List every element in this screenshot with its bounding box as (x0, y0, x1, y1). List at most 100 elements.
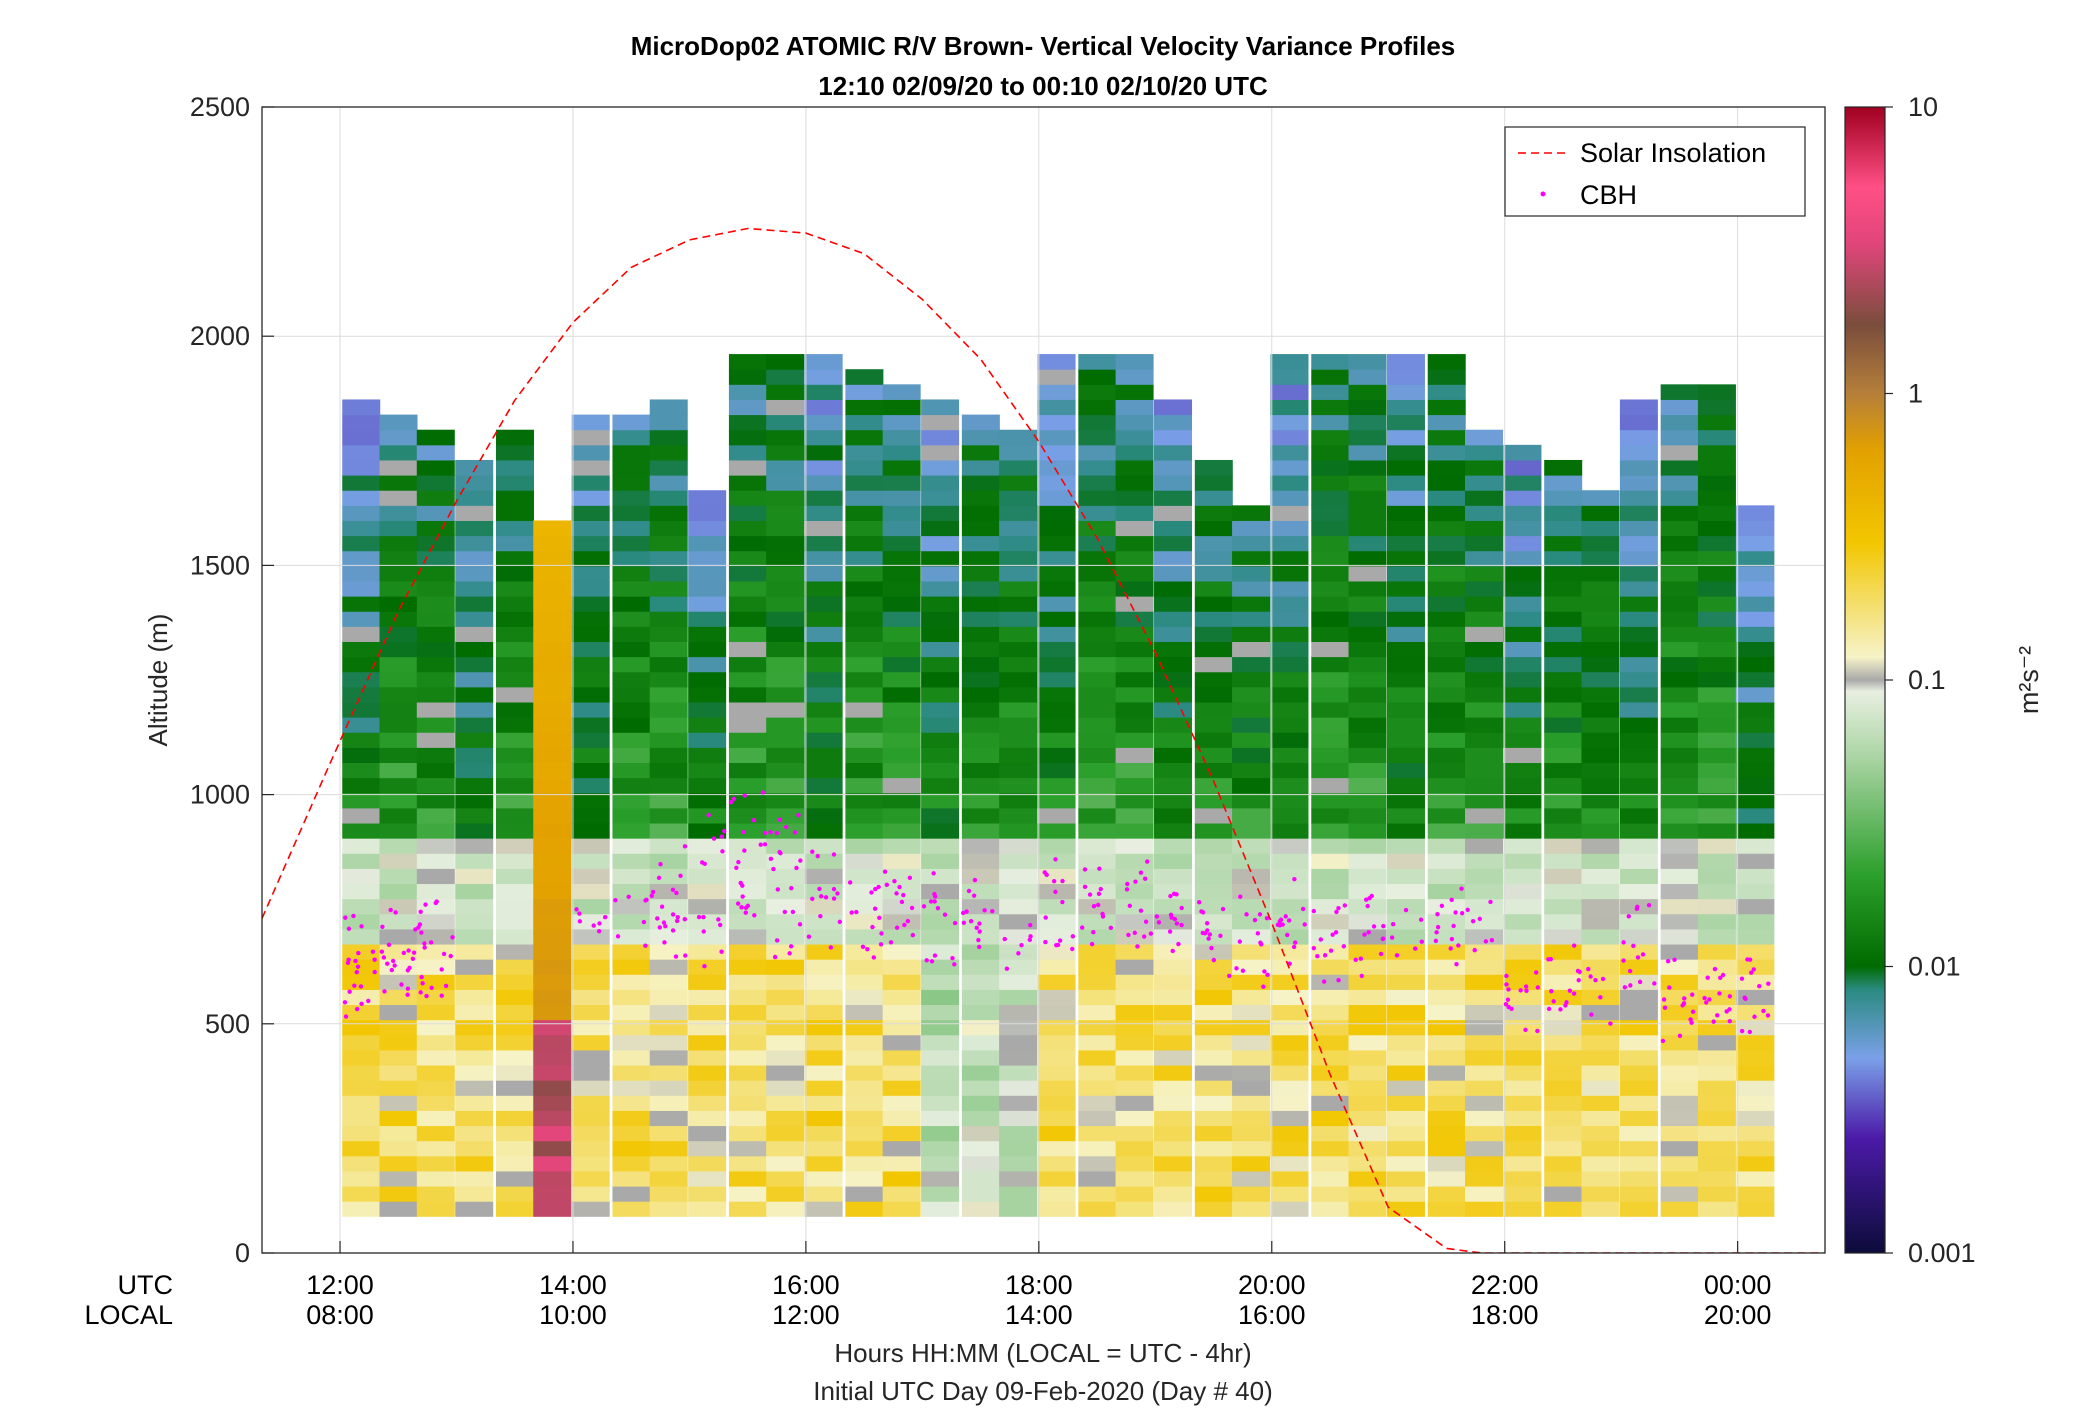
heatmap-cell (1697, 702, 1736, 718)
heatmap-cell (1697, 580, 1736, 597)
cbh-point (1631, 943, 1636, 949)
heatmap-cell (882, 1004, 921, 1021)
cbh-point (1739, 976, 1745, 981)
heatmap-cell (1348, 399, 1387, 416)
heatmap-cell (999, 1140, 1038, 1157)
heatmap-cell (1154, 686, 1193, 703)
cbh-point (1156, 920, 1162, 925)
heatmap-cell (1115, 807, 1154, 824)
heatmap-cell (1464, 717, 1504, 733)
heatmap-cell (999, 1186, 1038, 1202)
cbh-point (379, 949, 385, 954)
cbh-point (882, 869, 888, 874)
cbh-point (405, 986, 411, 991)
heatmap-cell (766, 959, 805, 975)
cbh-point (1133, 879, 1138, 884)
heatmap-cell (1270, 1080, 1309, 1096)
cbh-point (574, 907, 579, 912)
heatmap-cell (766, 928, 805, 945)
heatmap-cell (495, 505, 534, 521)
heatmap-cell (999, 747, 1038, 764)
heatmap-cell (1544, 913, 1583, 930)
cbh-point (1252, 917, 1258, 923)
heatmap-cell (1697, 459, 1736, 476)
heatmap-cell (1037, 656, 1076, 673)
heatmap-cell (1619, 641, 1658, 658)
heatmap-cell (1503, 459, 1542, 476)
heatmap-cell (1115, 475, 1154, 491)
heatmap-cell (1464, 823, 1504, 839)
cbh-point (1342, 903, 1348, 908)
heatmap-cell (845, 671, 884, 688)
heatmap-cell (571, 671, 610, 688)
heatmap-cell (1386, 944, 1425, 960)
heatmap-cell (649, 686, 688, 703)
heatmap-cell (1581, 807, 1620, 824)
cbh-point (1380, 936, 1386, 942)
cbh-point (1341, 944, 1346, 949)
y-axis-label: Altitude (m) (143, 614, 173, 747)
heatmap-cell (1194, 717, 1233, 733)
heatmap-cell (1736, 565, 1775, 582)
cbh-point (389, 967, 395, 973)
heatmap-cell (1697, 717, 1736, 733)
heatmap-cell (961, 1065, 1000, 1081)
heatmap-cell (649, 429, 688, 446)
heatmap-cell (1115, 414, 1154, 431)
cbh-point (932, 891, 937, 897)
heatmap-cell (1660, 550, 1699, 567)
heatmap-cell (1311, 444, 1350, 461)
heatmap-cell (1386, 928, 1425, 945)
heatmap-cell (612, 959, 651, 975)
heatmap-cell (728, 1125, 767, 1142)
cbh-point (768, 829, 773, 835)
heatmap-cell (1078, 354, 1117, 370)
heatmap-cell (649, 520, 688, 537)
heatmap-cell (1037, 928, 1076, 945)
heatmap-cell (1619, 928, 1658, 945)
heatmap-cell (999, 838, 1038, 854)
heatmap-cell (612, 702, 651, 718)
heatmap-cell (1115, 853, 1154, 869)
heatmap-cell (1311, 490, 1350, 506)
heatmap-cell (961, 1201, 1000, 1217)
heatmap-cell (533, 656, 572, 673)
heatmap-cell (728, 883, 767, 900)
heatmap-cell (1348, 550, 1387, 567)
heatmap-cell (921, 1140, 960, 1157)
heatmap-cell (1270, 520, 1309, 537)
heatmap-cell (1386, 671, 1425, 688)
heatmap-cell (571, 732, 610, 748)
heatmap-cell (533, 732, 572, 748)
cbh-point (1019, 943, 1024, 948)
heatmap-cell (1348, 944, 1387, 960)
heatmap-cell (1503, 838, 1542, 854)
heatmap-cell (1503, 1065, 1542, 1081)
heatmap-cell (845, 535, 884, 552)
cbh-point (1264, 915, 1270, 921)
heatmap-cell (649, 641, 688, 658)
heatmap-cell (1232, 580, 1271, 597)
heatmap-cell (1619, 1095, 1658, 1111)
heatmap-cell (1544, 1170, 1583, 1187)
cbh-point (1336, 977, 1341, 983)
heatmap-cell (1154, 641, 1193, 658)
heatmap-cell (804, 414, 843, 431)
heatmap-cell (1270, 838, 1309, 854)
heatmap-cell (1464, 989, 1504, 1006)
heatmap-cell (804, 596, 843, 612)
heatmap-cell (612, 520, 651, 537)
cbh-point (1635, 955, 1641, 960)
heatmap-cell (1386, 959, 1425, 975)
heatmap-cell (1154, 671, 1193, 688)
cbh-point (1154, 914, 1160, 919)
cbh-point (655, 916, 660, 921)
heatmap-cell (612, 747, 651, 764)
cbh-point (762, 842, 768, 847)
heatmap-cell (533, 641, 572, 658)
heatmap-cell (961, 475, 1000, 491)
heatmap-cell (766, 989, 805, 1006)
heatmap-cell (612, 762, 651, 779)
heatmap-cell (495, 1155, 534, 1172)
heatmap-cell (1427, 868, 1466, 885)
